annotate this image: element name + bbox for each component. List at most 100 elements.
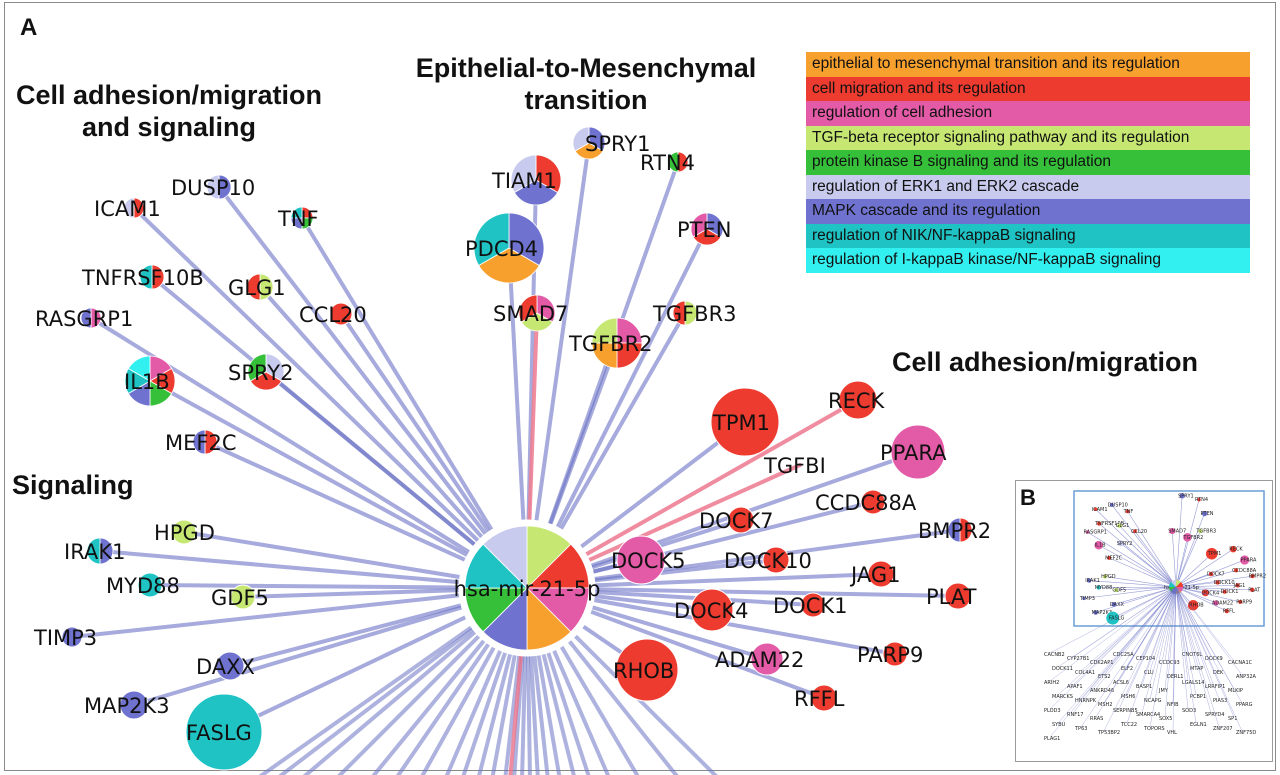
inset-edge-bottom (1141, 586, 1177, 714)
gene-node-spry2-slice (247, 353, 267, 382)
gene-node-rtn4: RTN4 (640, 151, 695, 175)
inset-node-label: CCL20 (1131, 529, 1147, 535)
inset-node (1094, 540, 1103, 550)
inset-bottom-label: SYBU (1052, 722, 1066, 728)
inset-bottom-label: PPARG (1236, 702, 1253, 708)
inset-bottom-label: APAF1 (1067, 684, 1083, 690)
gene-node-rasgrp1-label: RASGRP1 (35, 307, 133, 331)
gene-node-dock4-slice (690, 588, 734, 632)
inset-bottom-label: ACSL6 (1113, 680, 1129, 686)
panel-letter-b: B (1020, 485, 1036, 510)
gene-node-spry1-label: SPRY1 (585, 132, 650, 156)
gene-node-icam1-label: ICAM1 (94, 197, 161, 221)
gene-node-pdcd4: PDCD4 (465, 212, 545, 284)
inset-edge (1105, 576, 1177, 588)
inset-bottom-label: EGLN1 (1190, 722, 1207, 728)
gene-node-dock5: DOCK5 (611, 535, 686, 585)
inset-node (1179, 493, 1185, 499)
gene-node-smad7-slice (518, 294, 538, 323)
inset-edge-bottom (1175, 586, 1243, 676)
gene-node-timp3-slice (61, 626, 83, 648)
inset-node (1201, 510, 1208, 517)
inset-edge-bottom (1175, 586, 1197, 696)
gene-node-spry1-slice (574, 142, 604, 160)
gene-node-dusp10: DUSP10 (171, 174, 255, 200)
inset-edge (1175, 586, 1217, 604)
inset-node-label: DUSP10 (1108, 502, 1128, 508)
inset-edge (1175, 586, 1241, 603)
gene-node-tgfbr2-label: TGFBR2 (568, 332, 653, 356)
gene-node-parp9: PARP9 (857, 641, 923, 667)
inset-edge-bottom (1164, 586, 1177, 662)
gene-node-icam1-slice (133, 197, 145, 219)
inset-edge-bottom (1149, 586, 1177, 728)
gene-node-il1b: IL1B (124, 355, 176, 407)
gene-node-gdf5: GDF5 (211, 584, 269, 610)
inset-bottom-label: DERL1 (1167, 674, 1183, 680)
inset-edge (1111, 504, 1177, 588)
gene-node-tnfrsf10b: TNFRSF10B (81, 264, 204, 290)
gene-node-rasgrp1-slice (80, 307, 92, 329)
inset-node (1198, 529, 1203, 534)
gene-node-dusp10-label: DUSP10 (171, 176, 255, 200)
inset-edge-bottom (1175, 586, 1235, 662)
gene-node-dock1-label: DOCK1 (773, 594, 848, 618)
gene-node-rhob-slice (615, 638, 679, 702)
inset-edge (1175, 495, 1183, 588)
inset-bottom-label: MSH6 (1121, 694, 1135, 700)
gene-node-map2k3-slice (119, 690, 149, 720)
gene-node-tgfbr3-slice (672, 300, 686, 326)
gene-node-dock10-label: DOCK10 (724, 549, 812, 573)
gene-node-glg1-slice (246, 273, 261, 301)
inset-edge (1087, 531, 1177, 588)
inset-node-label: RASGRP1 (1083, 530, 1106, 536)
inset-bottom-label: COL4A1 (1075, 670, 1095, 676)
gene-node-rasgrp1: RASGRP1 (35, 307, 133, 331)
inset-edge-bottom (1095, 586, 1177, 690)
inset-bottom-label: SERPINB5 (1113, 708, 1138, 714)
cluster-title-adhesion: Cell adhesion/migration (892, 347, 1199, 377)
inset-node-label: DOCK4 (1201, 590, 1219, 596)
inset-edge-bottom (1049, 586, 1177, 710)
inset-bottom-label: PCBP1 (1190, 694, 1206, 700)
gene-node-faslg-slice (185, 693, 263, 771)
inset-bottom-label: SMARCA4 (1136, 712, 1160, 718)
cluster-title-adhesion-signaling-line1: Cell adhesion/migration (15, 80, 323, 110)
gene-node-dock10: DOCK10 (724, 546, 812, 574)
legend-item-3: regulation of cell adhesion (806, 101, 1250, 126)
gene-node-tpm1: TPM1 (710, 387, 780, 457)
category-legend: epithelial to mesenchymal transition and… (806, 52, 1250, 273)
inset-node-label: RECK (1229, 547, 1243, 553)
inset-edge (1120, 543, 1177, 588)
inset-edge (1098, 523, 1177, 588)
gene-node-pdcd4-slice (478, 247, 540, 284)
gene-node-mef2c-slice (192, 429, 206, 455)
gene-node-tgfbr2-slice (616, 317, 643, 344)
gene-node-pdcd4-slice (508, 212, 545, 267)
gene-node-jag1-label: JAG1 (849, 563, 900, 587)
inset-node (1229, 545, 1237, 553)
panel-letter-a: A (20, 14, 38, 41)
gene-node-reck: RECK (828, 380, 886, 420)
gene-node-tgfbr2-slice (591, 342, 618, 369)
gene-node-ccl20-label: CCL20 (299, 303, 367, 327)
gene-node-spry2-label: SPRY2 (228, 361, 293, 385)
inset-node-label: DOCK1 (1221, 589, 1239, 595)
gene-node-dock10-slice (762, 546, 790, 574)
gene-node-dock4: DOCK4 (674, 588, 749, 632)
gene-node-rasgrp1-slice (90, 307, 102, 329)
gene-node-icam1: ICAM1 (94, 197, 161, 221)
cluster-title-signaling: Signaling (12, 470, 134, 500)
gene-node-tgfbr3-slice (684, 300, 698, 326)
gene-node-bmpr2-label: BMPR2 (918, 519, 991, 543)
inset-bottom-label: BASP1 (1136, 684, 1152, 690)
gene-node-tiam1: TIAM1 (491, 154, 562, 206)
gene-node-tiam1-slice (510, 154, 537, 194)
gene-node-hpgd-slice (171, 519, 197, 545)
inset-bottom-label: ZNF75D (1236, 730, 1256, 736)
inset-edge (1175, 553, 1212, 588)
inset-bottom-label: SPRYD4 (1205, 712, 1224, 718)
gene-node-dock7-slice (727, 506, 755, 534)
inset-bottom-label: PLAG1 (1044, 736, 1060, 742)
